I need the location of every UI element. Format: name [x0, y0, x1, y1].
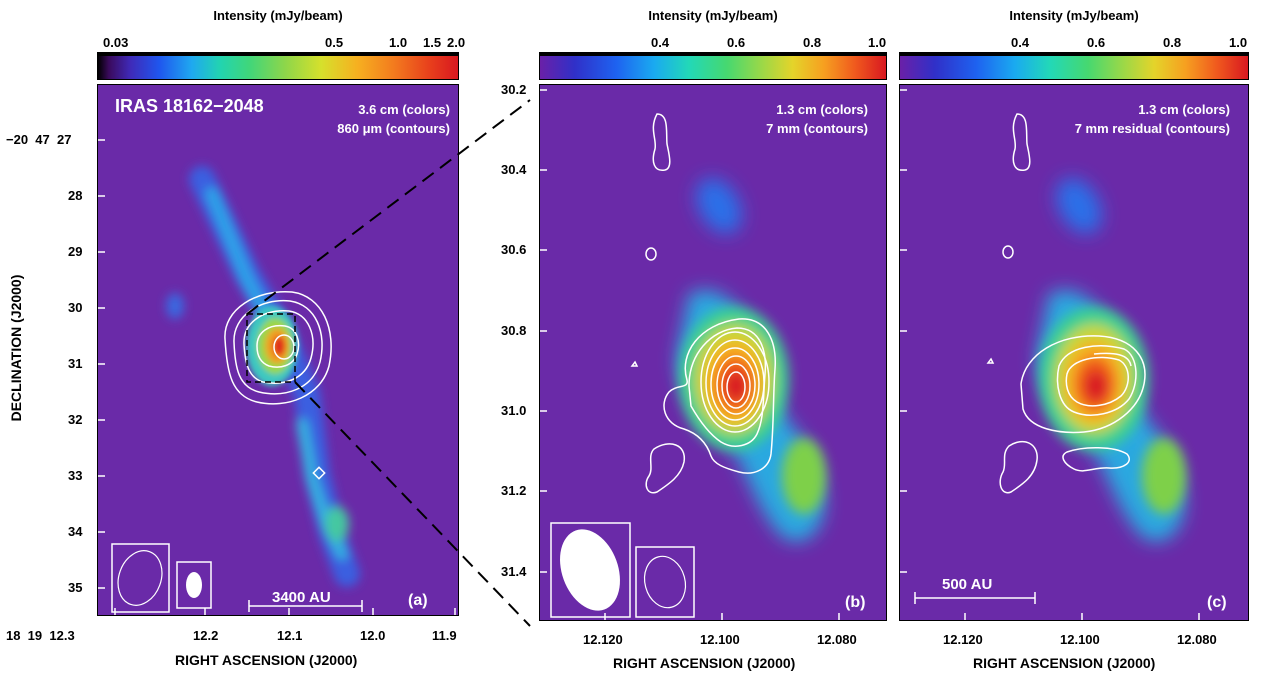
- cb-a-tick-2: 1.0: [389, 35, 408, 50]
- c-ra-tick-1: 12.100: [1060, 632, 1100, 647]
- panel-a-scalebar-label: 3400 AU: [272, 589, 331, 606]
- beam-box-b1: [550, 522, 631, 618]
- a-dec-tick-4: 31: [68, 356, 83, 371]
- cb-b-tick-0: 0.4: [651, 35, 670, 50]
- panel-c-legend-2: 7 mm residual (contours): [1074, 121, 1230, 136]
- panel-b-image: [539, 84, 887, 621]
- cb-a-tick-3: 1.5: [423, 35, 442, 50]
- cb-a-tick-4: 2.0: [447, 35, 466, 50]
- panel-c-label: (c): [1207, 594, 1227, 611]
- panel-c-scalebar-label: 500 AU: [942, 576, 993, 593]
- panel-c-legend-1: 1.3 cm (colors): [1138, 102, 1230, 117]
- colorbar-c: [899, 52, 1249, 80]
- a-ra-tick-1: 12.2: [193, 628, 219, 643]
- c-ra-tick-0: 12.120: [943, 632, 983, 647]
- panel-a-legend-1: 3.6 cm (colors): [358, 102, 450, 117]
- a-ra-tick-4: 11.9: [432, 628, 457, 643]
- cb-c-tick-2: 0.8: [1163, 35, 1182, 50]
- a-ra-tick-0: 18 19 12.3: [6, 628, 75, 643]
- b-ra-tick-1: 12.100: [700, 632, 740, 647]
- a-xlabel: RIGHT ASCENSION (J2000): [175, 652, 358, 668]
- panel-a-source: IRAS 18162−2048: [115, 96, 264, 116]
- beam-box-b2: [635, 546, 695, 618]
- cb-b-tick-3: 1.0: [868, 35, 887, 50]
- cb-c-tick-1: 0.6: [1087, 35, 1106, 50]
- cb-a-tick-0: 0.03: [103, 35, 129, 50]
- panel-c-frame: [899, 84, 1249, 621]
- c-xlabel: RIGHT ASCENSION (J2000): [973, 655, 1156, 671]
- a-dec-tick-6: 33: [68, 468, 83, 483]
- a-dec-tick-7: 34: [68, 524, 83, 539]
- b-dec-tick-0: 30.2: [501, 82, 527, 97]
- panel-a-legend-2: 860 μm (contours): [337, 121, 450, 136]
- a-dec-tick-5: 32: [68, 412, 83, 427]
- a-dec-tick-3: 30: [68, 300, 83, 315]
- cb-c-tick-0: 0.4: [1011, 35, 1030, 50]
- colorbar-b: [539, 52, 887, 80]
- b-ra-tick-0: 12.120: [583, 632, 623, 647]
- b-dec-tick-3: 30.8: [501, 323, 527, 338]
- b-ra-tick-2: 12.080: [817, 632, 857, 647]
- b-dec-tick-6: 31.4: [501, 564, 527, 579]
- panel-a-label: (a): [408, 592, 428, 609]
- cb-b-tick-1: 0.6: [727, 35, 746, 50]
- beam-box-a1: [111, 543, 170, 613]
- panel-a-frame: [97, 84, 459, 616]
- panel-b-legend-2: 7 mm (contours): [766, 121, 868, 136]
- cb-b-tick-2: 0.8: [803, 35, 822, 50]
- colorbar-title-a: Intensity (mJy/beam): [213, 8, 343, 23]
- a-dec-tick-8: 35: [68, 580, 83, 595]
- colorbar-a: [97, 52, 459, 80]
- a-dec-tick-2: 29: [68, 244, 83, 259]
- b-dec-tick-5: 31.2: [501, 483, 527, 498]
- b-dec-tick-1: 30.4: [501, 162, 527, 177]
- panel-a-image: [97, 84, 459, 616]
- a-dec-tick-1: 28: [68, 188, 83, 203]
- cb-a-tick-1: 0.5: [325, 35, 344, 50]
- cb-c-tick-3: 1.0: [1229, 35, 1248, 50]
- c-ra-tick-2: 12.080: [1177, 632, 1217, 647]
- b-xlabel: RIGHT ASCENSION (J2000): [613, 655, 796, 671]
- panel-c-image: [899, 84, 1249, 621]
- a-ra-tick-2: 12.1: [277, 628, 303, 643]
- b-dec-tick-2: 30.6: [501, 242, 527, 257]
- b-dec-tick-4: 31.0: [501, 403, 527, 418]
- panel-b-frame: [539, 84, 887, 621]
- colorbar-title-b: Intensity (mJy/beam): [648, 8, 778, 23]
- colorbar-title-c: Intensity (mJy/beam): [1009, 8, 1139, 23]
- beam-box-a2: [176, 561, 212, 609]
- panel-b-legend-1: 1.3 cm (colors): [776, 102, 868, 117]
- panel-b-label: (b): [845, 594, 866, 611]
- a-ra-tick-3: 12.0: [360, 628, 386, 643]
- a-dec-tick-0: −20 47 27: [6, 132, 72, 147]
